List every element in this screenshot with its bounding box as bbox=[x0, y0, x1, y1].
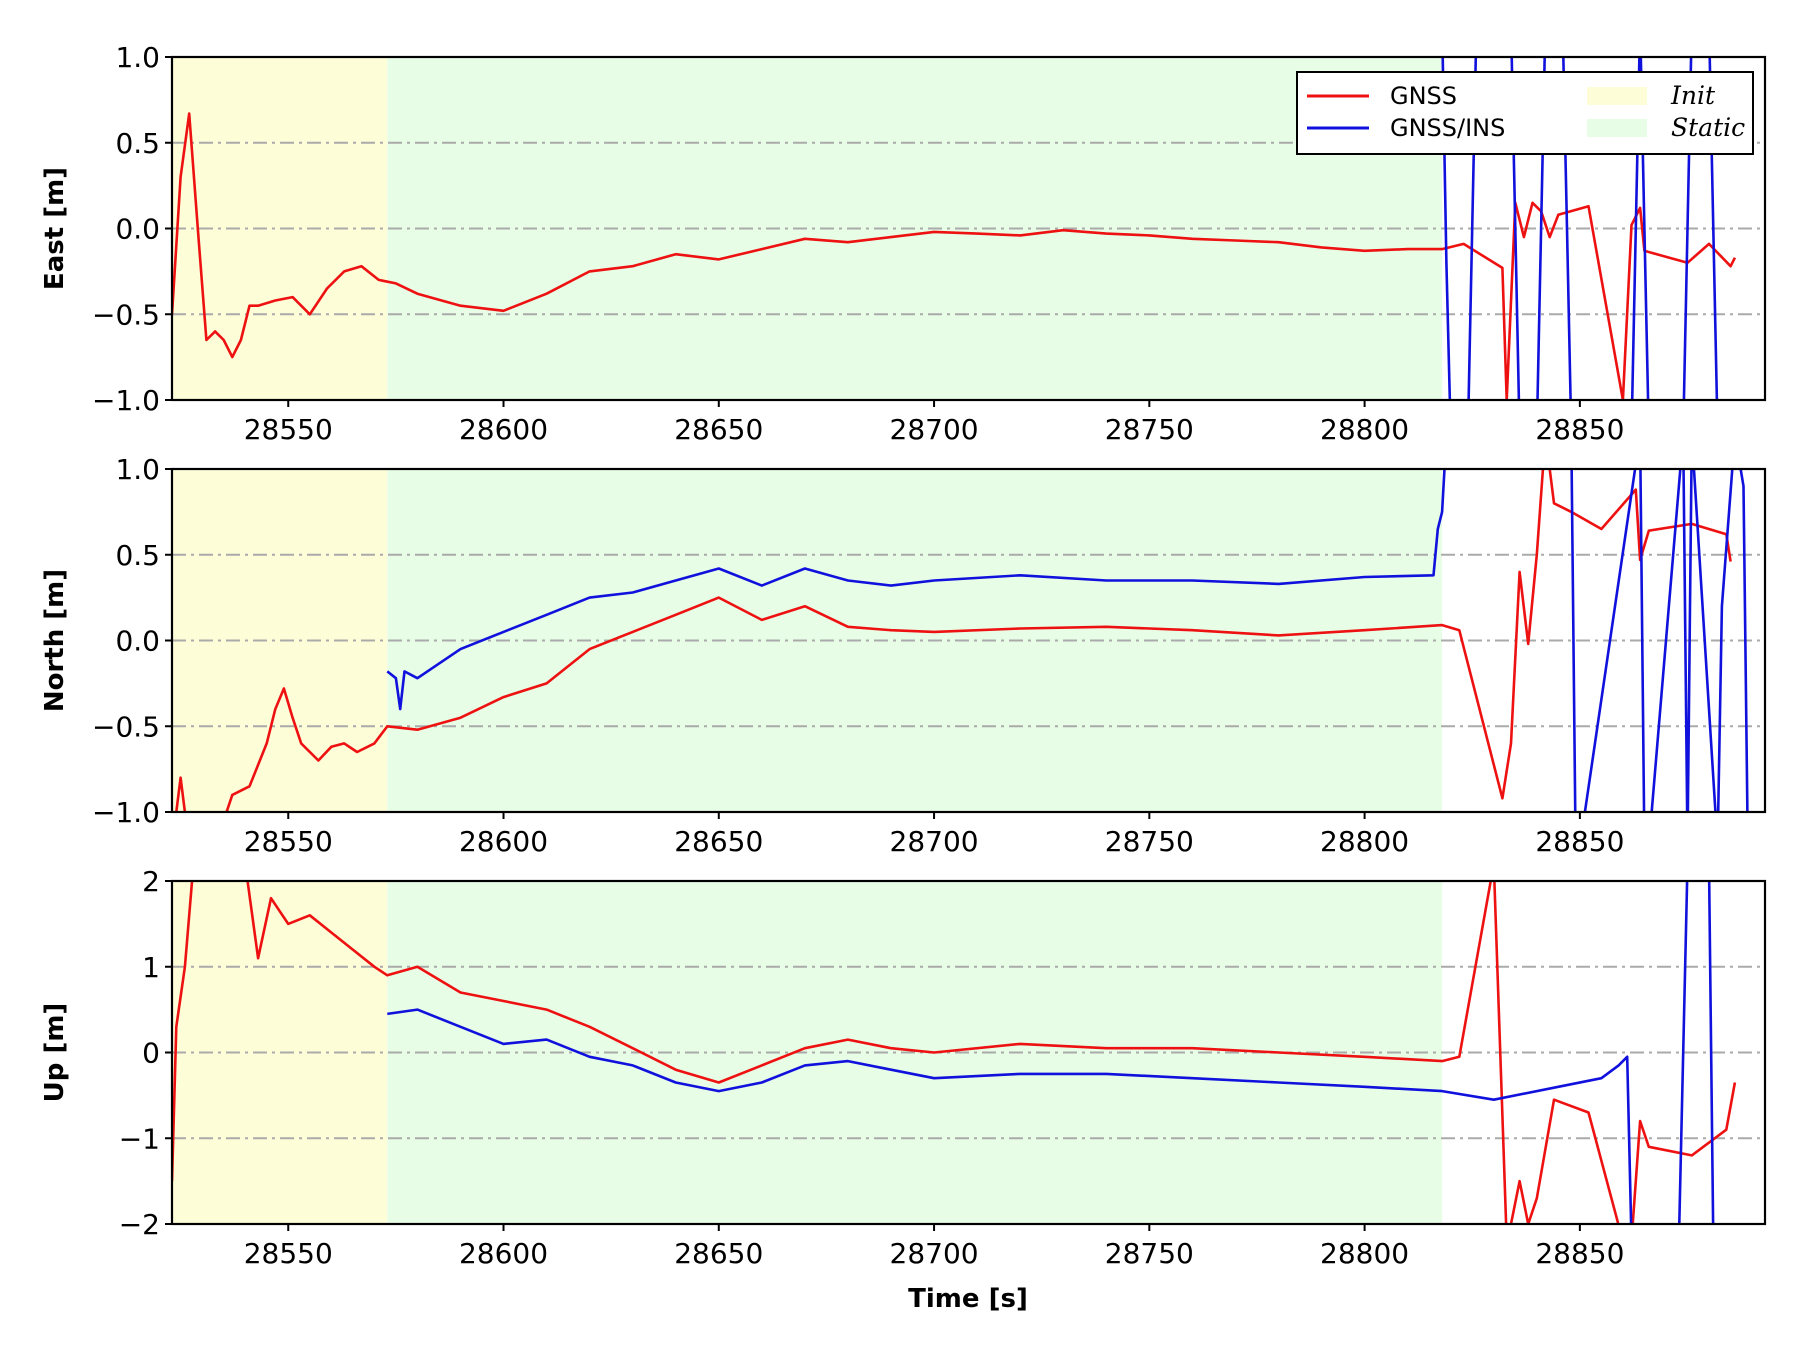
x-tick-label: 28850 bbox=[1535, 1237, 1624, 1270]
panel-1: 1.0 0.5 0.0 −0.5 −1.0 28550 28600 28650 28700 287… bbox=[40, 41, 1767, 446]
y-tick-label: 0.5 bbox=[115, 127, 160, 160]
x-tick-label: 28750 bbox=[1105, 825, 1194, 858]
panel-2: 1.0 0.5 0.0 −0.5 −1.0 28550 28600 28650 28700 287… bbox=[40, 453, 1767, 858]
series-line-gnss bbox=[172, 112, 1737, 400]
y-tick-label: 0 bbox=[142, 1037, 160, 1070]
y-tick-label: 0.0 bbox=[115, 213, 160, 246]
legend: GNSS GNSS/INS Init Static bbox=[1296, 71, 1754, 155]
x-axis-label: Time [s] bbox=[908, 1284, 1028, 1314]
x-tick-label: 28600 bbox=[459, 413, 548, 446]
y-tick-label: −1.0 bbox=[92, 796, 160, 829]
x-tick-label: 28700 bbox=[890, 413, 979, 446]
x-tick-label: 28600 bbox=[459, 1237, 548, 1270]
series-group bbox=[172, 881, 1737, 1224]
legend-label: GNSS/INS bbox=[1390, 114, 1505, 142]
x-tick-label: 28550 bbox=[244, 413, 333, 446]
x-tick-label: 28850 bbox=[1535, 825, 1624, 858]
y-tick-label: −1 bbox=[119, 1122, 160, 1155]
x-tick-label: 28550 bbox=[244, 825, 333, 858]
x-tick-label: 28650 bbox=[674, 1237, 763, 1270]
x-tick-label: 28750 bbox=[1105, 413, 1194, 446]
legend-label: GNSS bbox=[1390, 82, 1457, 110]
legend-swatch-init bbox=[1587, 87, 1647, 105]
x-tick-label: 28800 bbox=[1320, 1237, 1409, 1270]
y-tick-label: −1.0 bbox=[92, 384, 160, 417]
y-tick-label: 1.0 bbox=[115, 453, 160, 486]
y-tick-label: −0.5 bbox=[92, 710, 160, 743]
x-tick-label: 28850 bbox=[1535, 413, 1624, 446]
legend-label: Init bbox=[1670, 81, 1716, 110]
series-line-gnss-ins bbox=[387, 881, 1715, 1224]
x-tick-label: 28750 bbox=[1105, 1237, 1194, 1270]
legend-label: Static bbox=[1671, 113, 1745, 142]
x-tick-label: 28650 bbox=[674, 825, 763, 858]
x-tick-label: 28700 bbox=[890, 825, 979, 858]
x-tick-label: 28800 bbox=[1320, 413, 1409, 446]
series-group bbox=[174, 469, 1749, 812]
y-tick-label: 1.0 bbox=[115, 41, 160, 74]
y-axis-label: Up [m] bbox=[40, 1003, 70, 1103]
x-tick-label: 28700 bbox=[890, 1237, 979, 1270]
panel-3: 2 1 0 −1 −2 28550 28600 28650 28700 28750 28800 288… bbox=[40, 865, 1767, 1270]
legend-swatch-static bbox=[1587, 119, 1647, 137]
chart-panels: 1.0 0.5 0.0 −0.5 −1.0 28550 28600 28650 28700 287… bbox=[40, 41, 1767, 1270]
y-tick-label: −2 bbox=[119, 1208, 160, 1241]
series-line-gnss bbox=[172, 881, 1737, 1224]
legend-box bbox=[1296, 71, 1754, 155]
x-tick-label: 28550 bbox=[244, 1237, 333, 1270]
y-axis-label: North [m] bbox=[40, 569, 70, 712]
y-axis-label: East [m] bbox=[40, 167, 70, 290]
y-tick-label: 2 bbox=[142, 865, 160, 898]
x-tick-label: 28650 bbox=[674, 413, 763, 446]
series-line-gnss bbox=[174, 469, 1732, 812]
y-tick-label: −0.5 bbox=[92, 298, 160, 331]
y-tick-label: 0.0 bbox=[115, 625, 160, 658]
y-tick-label: 1 bbox=[142, 951, 160, 984]
x-tick-label: 28600 bbox=[459, 825, 548, 858]
y-tick-label: 0.5 bbox=[115, 539, 160, 572]
x-tick-label: 28800 bbox=[1320, 825, 1409, 858]
series-line-gnss-ins bbox=[386, 469, 1749, 812]
